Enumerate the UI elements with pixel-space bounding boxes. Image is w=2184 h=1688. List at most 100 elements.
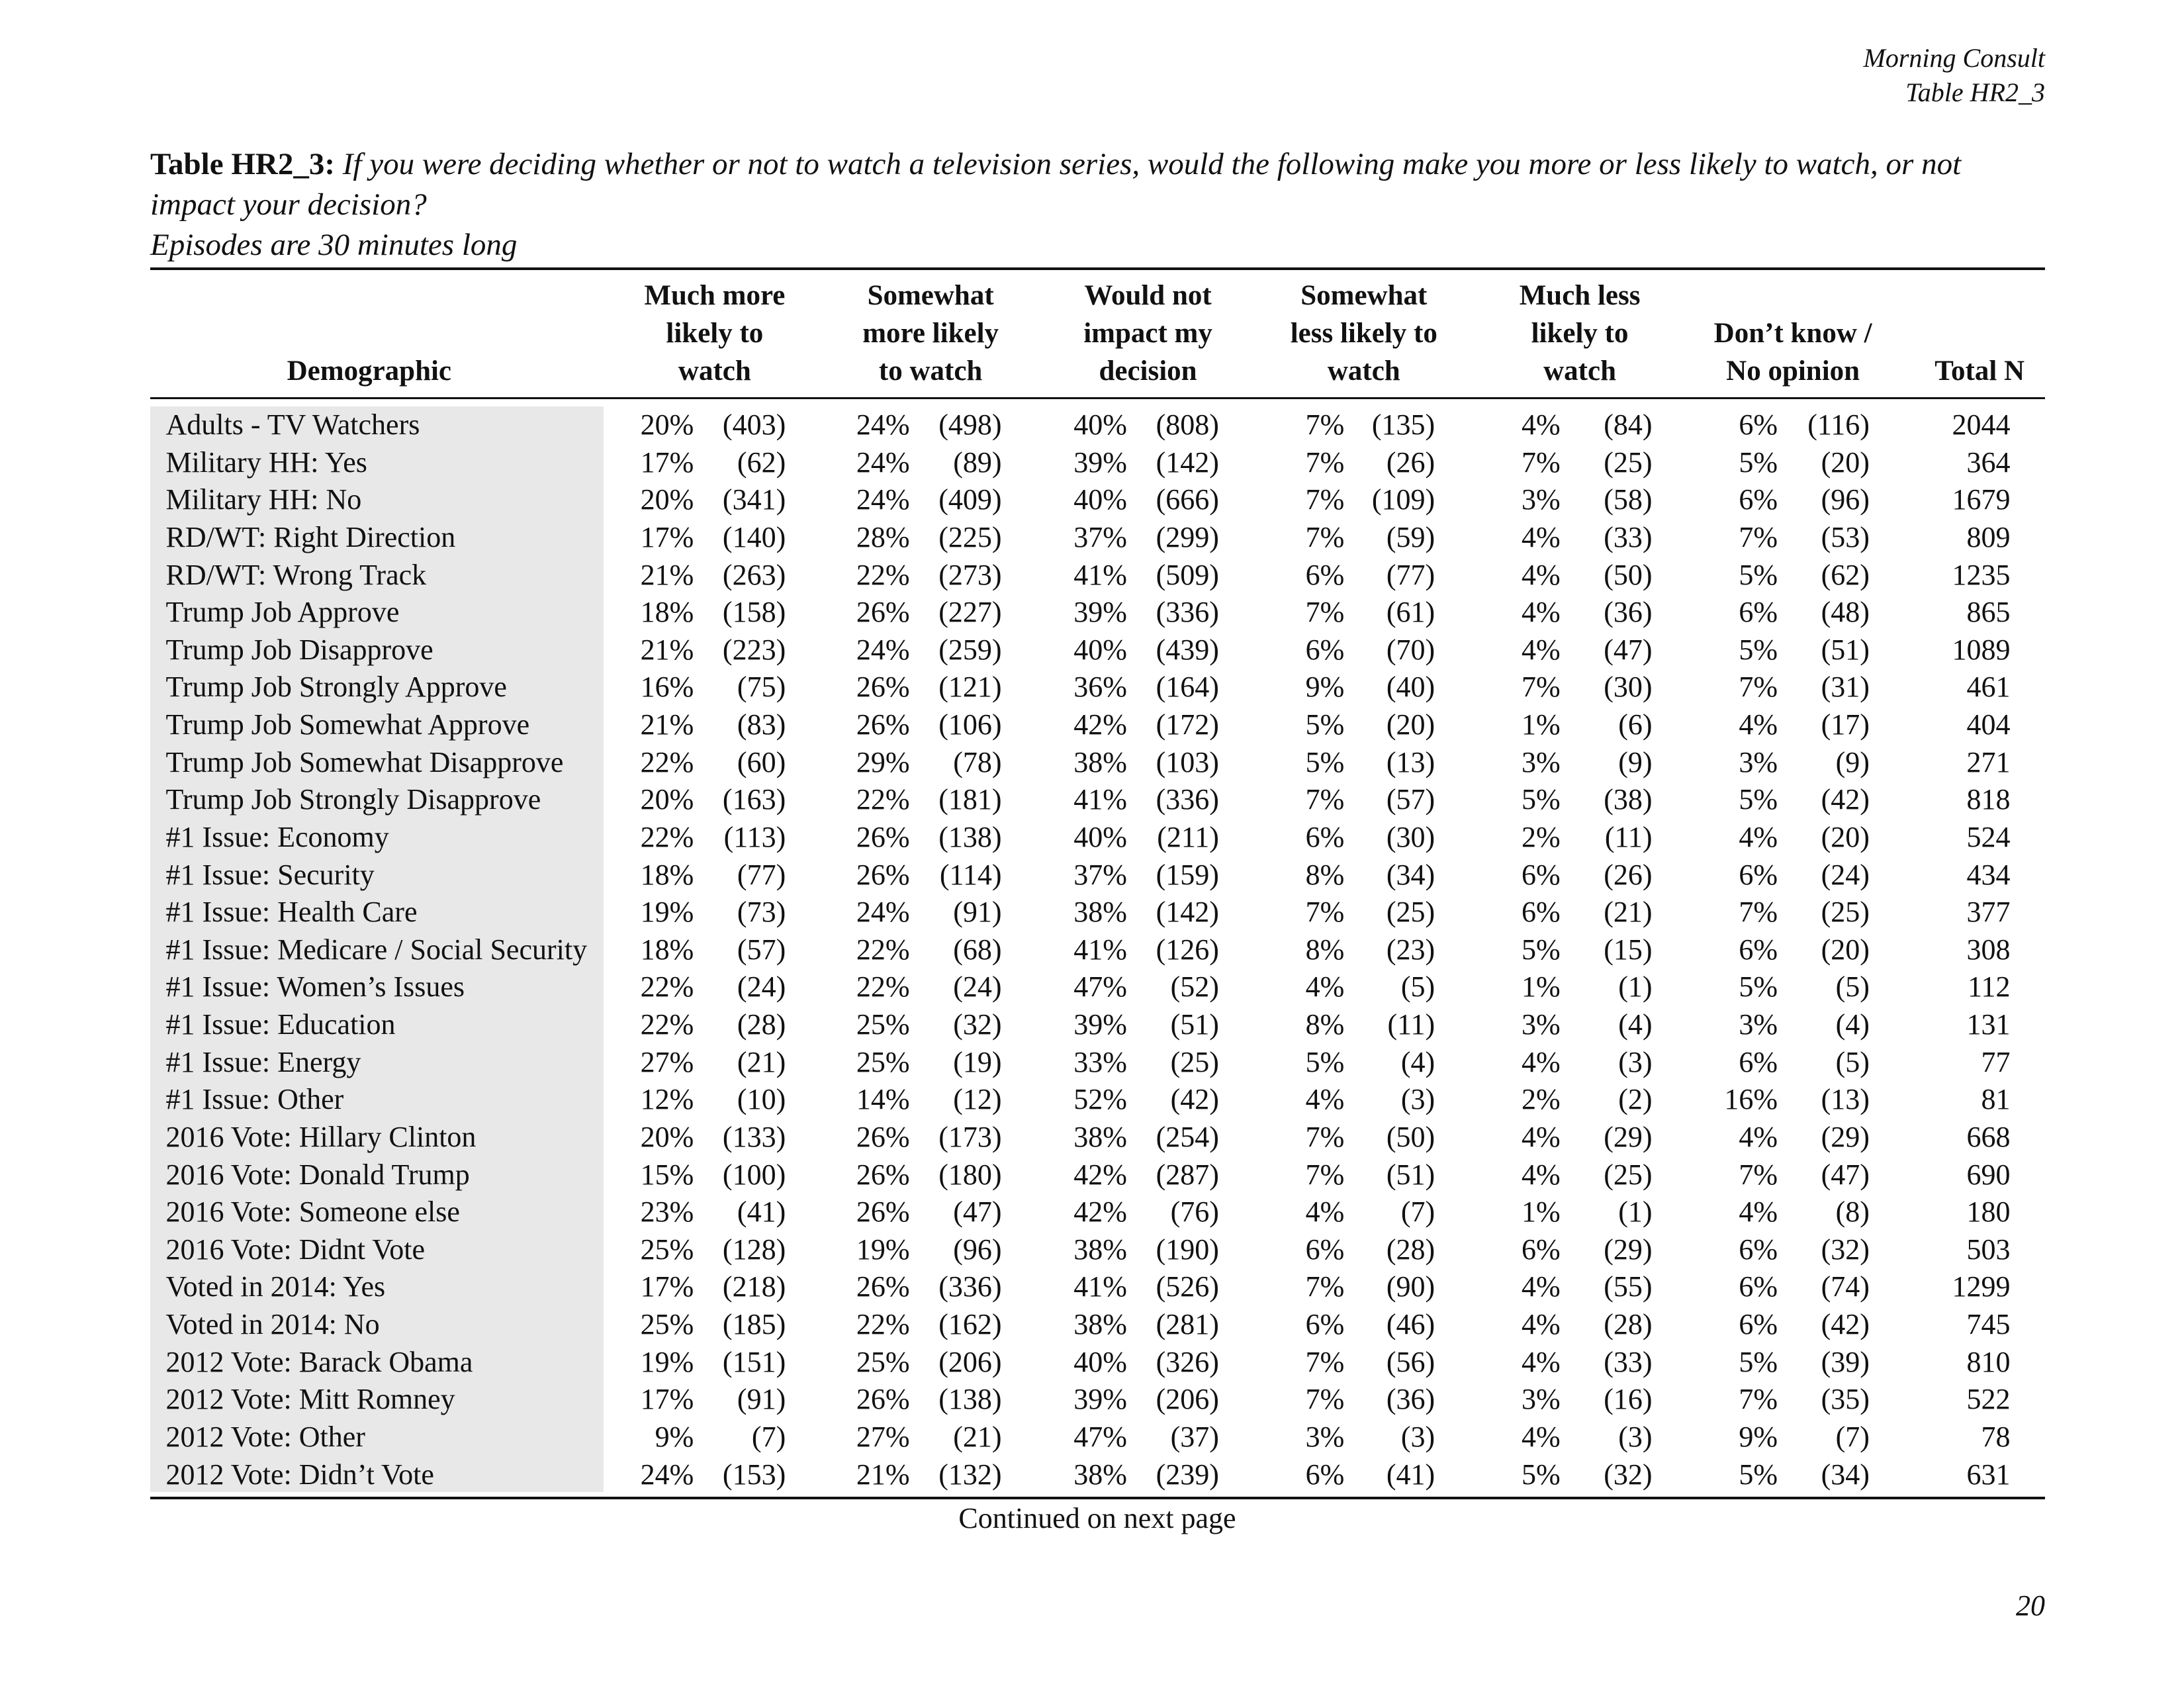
column-header: Would not <box>1084 280 1212 312</box>
cell: (336) <box>938 1270 1002 1303</box>
cell: 3% <box>1739 745 1778 778</box>
cell: (77) <box>737 858 786 891</box>
cell: (96) <box>1821 483 1870 516</box>
cell: 461 <box>1966 671 2011 704</box>
cell: (142) <box>1156 896 1219 929</box>
cell: 1299 <box>1952 1270 2011 1303</box>
cell: (33) <box>1604 1345 1653 1378</box>
cell: (164) <box>1156 671 1219 704</box>
cell: 42% <box>1073 708 1127 741</box>
cell: 17% <box>640 445 694 479</box>
cell: (439) <box>1156 633 1219 666</box>
cell: 25% <box>640 1308 694 1340</box>
row-label: 2016 Vote: Hillary Clinton <box>165 1120 477 1153</box>
row-label: 2016 Vote: Didnt Vote <box>165 1233 426 1266</box>
cell: (41) <box>1386 1458 1435 1491</box>
cell: (62) <box>1821 558 1870 591</box>
cell: (6) <box>1618 708 1653 741</box>
cell: 40% <box>1073 820 1127 853</box>
column-header: Somewhat <box>867 280 994 312</box>
cell: 7% <box>1305 408 1345 442</box>
cell: 33% <box>1073 1045 1127 1078</box>
cell: (100) <box>722 1158 786 1191</box>
cell: (239) <box>1156 1458 1219 1491</box>
cell: (74) <box>1821 1270 1870 1303</box>
cell: (21) <box>953 1420 1002 1453</box>
cell: (70) <box>1386 633 1435 666</box>
cell: (57) <box>737 933 786 966</box>
row-label: 2012 Vote: Didn’t Vote <box>165 1458 434 1491</box>
cell: (89) <box>953 445 1002 479</box>
cell: (61) <box>1386 596 1435 629</box>
cell: 6% <box>1739 1233 1778 1266</box>
cell: 24% <box>856 445 910 479</box>
column-header: watch <box>1543 355 1616 387</box>
cell: 4% <box>1521 1158 1561 1191</box>
top-rule <box>150 267 2045 270</box>
cell: 5% <box>1305 1045 1345 1078</box>
cell: 1% <box>1521 1196 1561 1229</box>
cell: 865 <box>1966 596 2011 629</box>
cell: (90) <box>1386 1270 1435 1303</box>
cell: (142) <box>1156 445 1219 479</box>
cell: 7% <box>1305 1270 1345 1303</box>
cell: 41% <box>1073 783 1127 816</box>
cell: (526) <box>1156 1270 1219 1303</box>
cell: 38% <box>1073 896 1127 929</box>
cell: 6% <box>1739 483 1778 516</box>
cell: 39% <box>1073 596 1127 629</box>
cell: (180) <box>938 1158 1002 1191</box>
cell: (57) <box>1386 783 1435 816</box>
cell: 25% <box>640 1233 694 1266</box>
cell: (109) <box>1371 483 1435 516</box>
cell: 38% <box>1073 1308 1127 1340</box>
cell: 21% <box>856 1458 910 1491</box>
cell: 7% <box>1739 1383 1778 1416</box>
column-header: impact my <box>1083 318 1212 350</box>
cell: 7% <box>1739 1158 1778 1191</box>
cell: (25) <box>1170 1045 1219 1078</box>
cell: (1) <box>1618 970 1653 1004</box>
cell: (42) <box>1821 783 1870 816</box>
subtitle: Episodes are 30 minutes long <box>150 228 518 262</box>
cell: 5% <box>1521 783 1561 816</box>
cell: (21) <box>737 1045 786 1078</box>
cell: 180 <box>1966 1196 2011 1229</box>
cell: 1235 <box>1952 558 2011 591</box>
cell: 12% <box>640 1083 694 1116</box>
cell: (28) <box>1604 1308 1653 1340</box>
cell: 7% <box>1305 783 1345 816</box>
cell: 38% <box>1073 1120 1127 1153</box>
column-header: less likely to <box>1290 318 1437 350</box>
cell: 81 <box>1981 1083 2011 1116</box>
continued: Continued on next page <box>958 1502 1236 1534</box>
cell: 6% <box>1739 1045 1778 1078</box>
row-label: #1 Issue: Economy <box>165 820 389 853</box>
cell: 15% <box>640 1158 694 1191</box>
cell: 17% <box>640 1383 694 1416</box>
cell: (47) <box>953 1196 1002 1229</box>
cell: (32) <box>1821 1233 1870 1266</box>
cell: 14% <box>856 1083 910 1116</box>
cell: (26) <box>1604 858 1653 891</box>
cell: 22% <box>640 820 694 853</box>
row-label: Adults - TV Watchers <box>165 408 420 442</box>
cell: 26% <box>856 596 910 629</box>
cell: 8% <box>1305 858 1345 891</box>
row-label: #1 Issue: Security <box>165 858 375 891</box>
row-label: Voted in 2014: No <box>165 1308 380 1340</box>
cell: 16% <box>640 671 694 704</box>
row-label: #1 Issue: Women’s Issues <box>165 970 465 1004</box>
cell: 668 <box>1966 1120 2011 1153</box>
cell: (28) <box>1386 1233 1435 1266</box>
cell: (34) <box>1386 858 1435 891</box>
cell: 4% <box>1739 708 1778 741</box>
cell: 5% <box>1739 558 1778 591</box>
cell: 404 <box>1966 708 2011 741</box>
cell: 1% <box>1521 708 1561 741</box>
row-label: Trump Job Approve <box>165 596 400 629</box>
cell: (24) <box>953 970 1002 1004</box>
cell: (24) <box>1821 858 1870 891</box>
table-id: Table HR2_3 <box>1905 77 2045 107</box>
cell: (106) <box>938 708 1002 741</box>
